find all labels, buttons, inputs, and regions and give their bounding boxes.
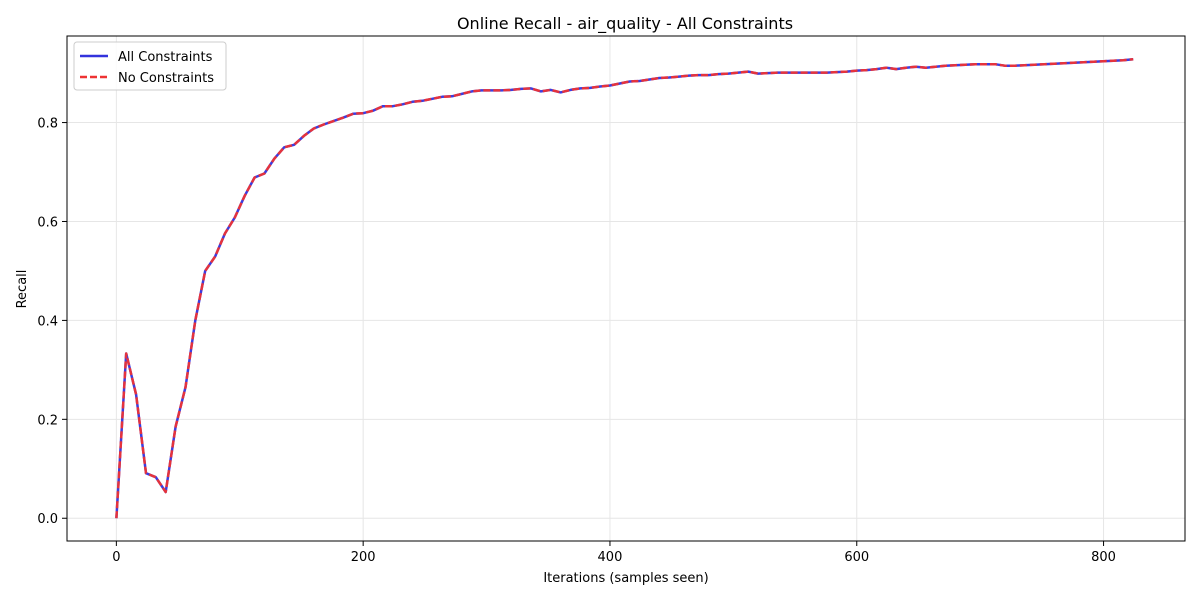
x-tick-label: 200 bbox=[351, 550, 376, 565]
y-axis-label: Recall bbox=[15, 270, 30, 309]
legend: All Constraints No Constraints bbox=[73, 41, 227, 91]
x-tick-label: 600 bbox=[844, 550, 869, 565]
grid bbox=[67, 36, 1185, 541]
y-tick-label: 0.4 bbox=[37, 314, 58, 329]
legend-label-no-constraints: No Constraints bbox=[118, 71, 214, 86]
x-tick-label: 0 bbox=[112, 550, 120, 565]
x-tick-label: 800 bbox=[1091, 550, 1116, 565]
legend-box bbox=[73, 41, 227, 91]
y-tick-label: 0.0 bbox=[37, 512, 58, 527]
x-tick-label: 400 bbox=[598, 550, 623, 565]
series-line-no-constraints bbox=[115, 57, 1134, 519]
chart-title: Online Recall - air_quality - All Constr… bbox=[457, 14, 793, 34]
plot-frame bbox=[66, 35, 1186, 542]
axis-ticks: 0 200 400 600 800 0.0 0.2 0.4 0.6 0.8 bbox=[37, 117, 1116, 565]
y-tick-label: 0.2 bbox=[37, 413, 58, 428]
legend-label-all-constraints: All Constraints bbox=[118, 50, 213, 65]
series-lines bbox=[115, 57, 1134, 519]
x-axis-label: Iterations (samples seen) bbox=[543, 571, 708, 586]
y-tick-label: 0.6 bbox=[37, 215, 58, 230]
y-tick-label: 0.8 bbox=[37, 117, 58, 132]
